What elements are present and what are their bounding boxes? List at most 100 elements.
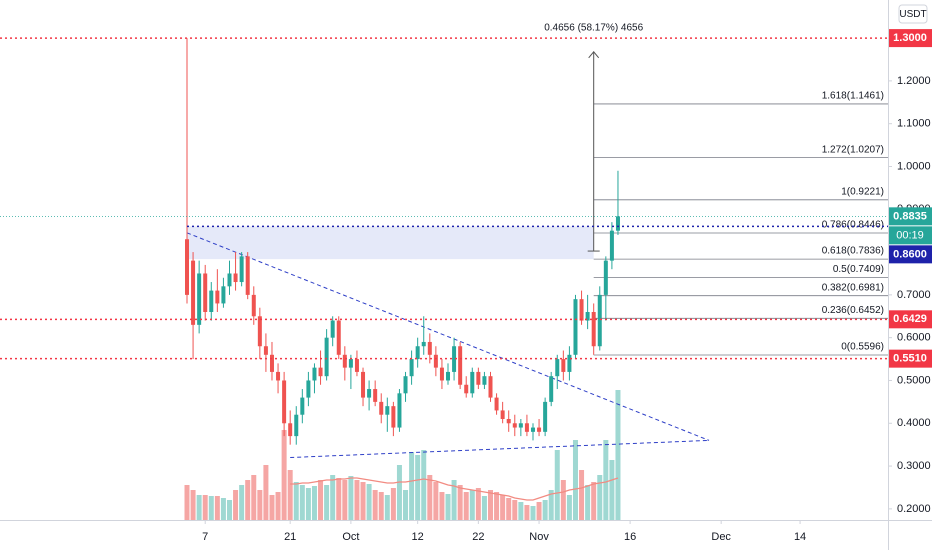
volume-bar [214, 496, 220, 520]
volume-bar [579, 470, 585, 520]
candle-body [221, 286, 226, 304]
volume-bar [378, 492, 384, 520]
y-tick-label: 0.7000 [897, 289, 931, 301]
volume-bar [184, 485, 190, 520]
fib-label: 1.272(1.0207) [822, 144, 884, 155]
price-tag [889, 349, 932, 368]
candle-body [312, 367, 317, 381]
volume-bar [566, 495, 572, 520]
volume-bar [469, 490, 475, 520]
candle-body [433, 354, 438, 368]
volume-bar [257, 490, 263, 520]
price-tag-label: 0.6429 [893, 313, 927, 325]
fib-label: 0.382(0.6981) [822, 282, 884, 293]
volume-bar [615, 390, 621, 520]
volume-bar [396, 465, 402, 520]
volume-bar [239, 485, 245, 520]
candle-body [482, 376, 487, 385]
candle-body [367, 389, 372, 398]
candle-body [257, 316, 262, 347]
volume-bar [293, 482, 299, 520]
candle-body [215, 290, 220, 304]
volume-ma-line [290, 477, 619, 501]
y-tick-label: 0.6000 [897, 332, 931, 344]
volume-bar [421, 450, 427, 520]
x-tick-label: Dec [711, 531, 731, 543]
candle-body [251, 294, 256, 317]
candle-body [488, 376, 493, 398]
volume-bar [305, 488, 311, 520]
volume-bar [415, 455, 421, 520]
candle-body [543, 401, 548, 432]
volume-bar [518, 502, 524, 520]
price-tag-label: 0.8600 [893, 248, 927, 260]
candle-body [439, 367, 444, 381]
volume-bar [554, 450, 560, 520]
volume-bar [269, 495, 275, 520]
fib-label: 0.618(0.7836) [822, 246, 884, 257]
volume-bar [451, 480, 457, 520]
volume-bar [403, 490, 409, 520]
volume-bar [196, 495, 202, 520]
currency-button[interactable] [898, 4, 928, 24]
candle-body [227, 273, 232, 287]
volume-bar [354, 480, 360, 520]
volume-bar [360, 482, 366, 520]
candle-body [518, 423, 523, 428]
candle-body [379, 401, 384, 415]
candle-body [597, 294, 602, 347]
currency-button-label[interactable]: USDT [899, 9, 926, 20]
candle-body [373, 389, 378, 402]
volume-bar [433, 482, 439, 520]
x-tick-label: Oct [342, 531, 359, 543]
volume-bar [245, 480, 251, 520]
fib-label: 0(0.5596) [841, 342, 884, 353]
highlight-zone [187, 226, 594, 260]
candle-body [537, 427, 542, 432]
volume-bar [481, 496, 487, 520]
volume-bar [536, 502, 542, 520]
price-tag [889, 207, 932, 226]
volume-bar [336, 478, 342, 520]
volume-bar [233, 490, 239, 520]
candle-body [421, 341, 426, 347]
fib-label: 0.5(0.7409) [833, 264, 884, 275]
volume-bar [226, 500, 232, 520]
volume-bar [330, 475, 336, 520]
volume-bar [324, 485, 330, 520]
volume-bar [591, 482, 597, 520]
candle-body [318, 367, 323, 377]
y-tick-label: 0.5000 [897, 374, 931, 386]
x-tick-label: 16 [624, 531, 636, 543]
candle-body [585, 312, 590, 321]
volume-bar [220, 498, 226, 520]
candle-body [452, 346, 457, 372]
countdown-tag [889, 226, 932, 245]
candle-body [555, 359, 560, 377]
candle-body [458, 346, 463, 385]
x-tick-label: 14 [794, 531, 806, 543]
candle-body [306, 380, 311, 398]
y-tick-label: 0.4000 [897, 417, 931, 429]
candle-body [282, 380, 287, 424]
candle-body [464, 384, 469, 394]
volume-bar [585, 485, 591, 520]
candle-body [300, 397, 305, 415]
candle-body [494, 397, 499, 411]
candle-body [269, 354, 274, 372]
price-tag [889, 245, 932, 264]
volume-bar [475, 488, 481, 520]
candle-body [603, 260, 608, 295]
volume-bar [597, 475, 603, 520]
volume-bar [542, 500, 548, 520]
volume-bar [384, 495, 390, 520]
candle-body [233, 273, 238, 283]
candle-body [524, 423, 529, 432]
candle-body [500, 410, 505, 419]
volume-bar [530, 506, 536, 520]
volume-bar [572, 440, 578, 520]
volume-bar [390, 488, 396, 520]
volume-bar [275, 492, 281, 520]
